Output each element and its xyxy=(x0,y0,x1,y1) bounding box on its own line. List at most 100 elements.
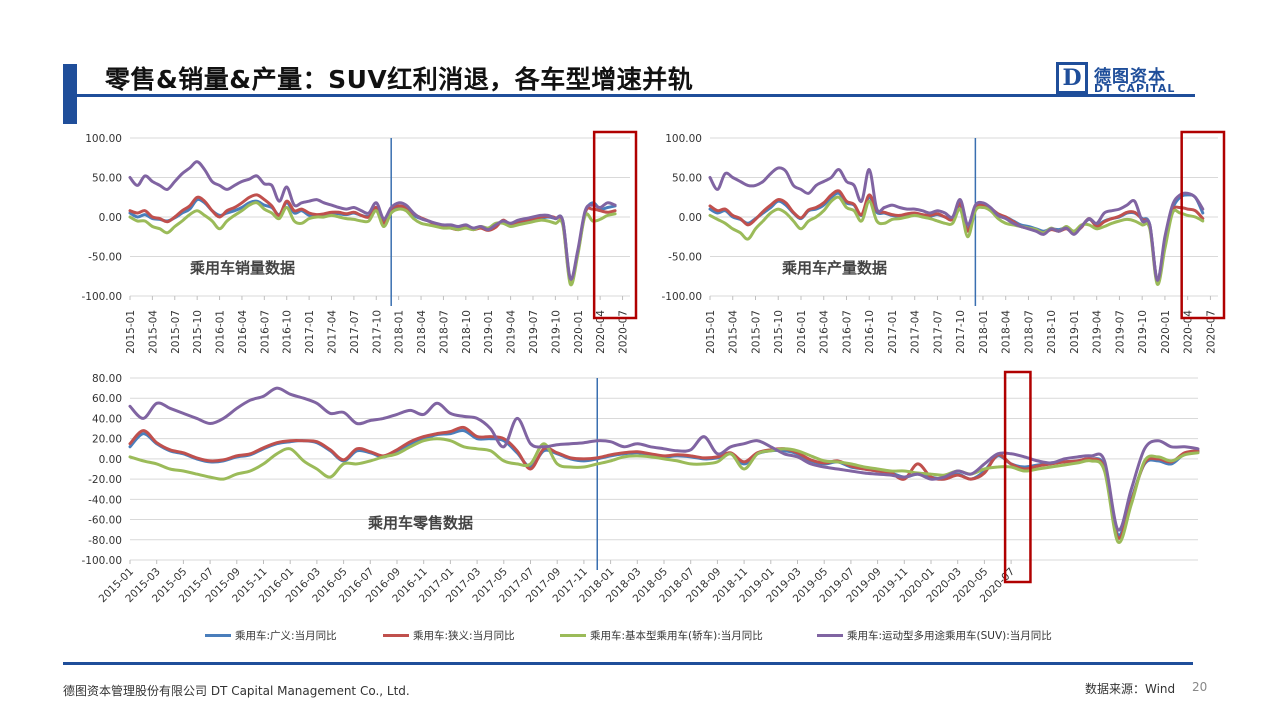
x-tick-label: 2019-07 xyxy=(1114,310,1126,354)
company-logo: D 德图资本 DT CAPITAL xyxy=(1056,62,1196,96)
x-tick-label: 2017-01 xyxy=(304,310,316,354)
legend-swatch-narrow xyxy=(383,634,409,637)
y-tick-label: 80.00 xyxy=(92,373,122,385)
series-line-suv xyxy=(708,166,1205,282)
x-tick-label: 2015-04 xyxy=(728,310,740,354)
x-tick-label: 2018-10 xyxy=(461,310,473,354)
x-tick-label: 2017-10 xyxy=(955,310,967,354)
legend-label-broad: 乘用车:广义:当月同比 xyxy=(235,630,337,642)
y-tick-label: -100.00 xyxy=(81,555,122,567)
legend-label-narrow: 乘用车:狭义:当月同比 xyxy=(413,630,515,642)
logo-mark: D xyxy=(1056,62,1088,94)
x-tick-label: 2019-10 xyxy=(1137,310,1149,354)
x-tick-label: 2019-01 xyxy=(483,310,495,354)
logo-text-cn: 德图资本 xyxy=(1094,67,1166,87)
x-tick-label: 2015-01 xyxy=(705,310,717,354)
highlight-box xyxy=(1003,370,1032,584)
chart-legend: 乘用车:广义:当月同比 乘用车:狭义:当月同比 乘用车:基本型乘用车(轿车):当… xyxy=(205,628,1105,642)
y-tick-label: 100.00 xyxy=(85,133,122,145)
x-tick-label: 2016-01 xyxy=(796,310,808,354)
x-tick-label: 2018-04 xyxy=(1001,310,1013,354)
x-tick-label: 2015-07 xyxy=(170,310,182,354)
x-tick-label: 2017-10 xyxy=(371,310,383,354)
y-tick-label: 40.00 xyxy=(92,413,122,425)
x-tick-label: 2018-01 xyxy=(394,310,406,354)
x-tick-label: 2020-07 xyxy=(618,310,630,354)
x-tick-label: 2015-01 xyxy=(125,310,137,354)
x-tick-label: 2017-07 xyxy=(349,310,361,354)
y-tick-label: 50.00 xyxy=(672,173,702,185)
x-tick-label: 2018-04 xyxy=(416,310,428,354)
series-line-narrow xyxy=(128,193,617,284)
y-tick-label: -20.00 xyxy=(88,474,122,486)
y-tick-label: -60.00 xyxy=(88,515,122,527)
x-tick-label: 2019-01 xyxy=(1069,310,1081,354)
y-tick-label: 100.00 xyxy=(665,133,702,145)
legend-label-sedan: 乘用车:基本型乘用车(轿车):当月同比 xyxy=(590,630,763,642)
x-tick-label: 2020-04 xyxy=(1183,310,1195,354)
x-tick-label: 2018-07 xyxy=(438,310,450,354)
title-rule xyxy=(77,94,1195,97)
x-tick-label: 2016-10 xyxy=(864,310,876,354)
x-tick-label: 2017-04 xyxy=(326,310,338,354)
x-tick-label: 2020-07 xyxy=(1205,310,1217,354)
series-line-narrow xyxy=(128,425,1200,540)
logo-text-en: DT CAPITAL xyxy=(1094,82,1176,95)
y-tick-label: -50.00 xyxy=(668,252,702,264)
y-tick-label: 0.00 xyxy=(99,454,122,466)
x-tick-label: 2016-04 xyxy=(819,310,831,354)
footer-rule xyxy=(63,662,1193,665)
y-tick-label: 60.00 xyxy=(92,393,122,405)
x-tick-label: 2019-04 xyxy=(506,310,518,354)
retail-chart: 80.00 60.00 40.00 20.00 0.00 -20.00 -40.00 -60.… xyxy=(81,370,1200,605)
x-tick-label: 2016-10 xyxy=(282,310,294,354)
page-title: 零售&销量&产量：SUV红利消退，各车型增速并轨 xyxy=(105,65,694,94)
x-tick-label: 2016-01 xyxy=(215,310,227,354)
x-tick-label: 2020-01 xyxy=(573,310,585,354)
y-tick-label: -100.00 xyxy=(81,291,122,303)
x-tick-label: 2017-01 xyxy=(887,310,899,354)
x-tick-label: 2019-04 xyxy=(1092,310,1104,354)
x-tick-label: 2015-10 xyxy=(773,310,785,354)
y-tick-label: 20.00 xyxy=(92,434,122,446)
x-tick-label: 2018-07 xyxy=(1023,310,1035,354)
title-accent-bar xyxy=(63,64,77,124)
legend-swatch-sedan xyxy=(560,634,586,637)
x-tick-label: 2015-07 xyxy=(750,310,762,354)
series-line-sedan xyxy=(128,201,617,287)
series-line-sedan xyxy=(128,437,1200,544)
y-tick-label: 0.00 xyxy=(679,212,702,224)
highlight-box xyxy=(1180,130,1226,320)
y-tick-label: -100.00 xyxy=(661,291,702,303)
chart-annotation: 乘用车产量数据 xyxy=(781,259,887,277)
series-line-sedan xyxy=(708,195,1205,286)
page-number: 20 xyxy=(1192,680,1208,694)
y-tick-label: -80.00 xyxy=(88,535,122,547)
legend-swatch-suv xyxy=(817,634,843,637)
x-tick-label: 2016-07 xyxy=(841,310,853,354)
x-tick-label: 2015-10 xyxy=(192,310,204,354)
series-line-suv xyxy=(128,386,1200,532)
legend-label-suv: 乘用车:运动型多用途乘用车(SUV):当月同比 xyxy=(847,630,1052,642)
x-tick-label: 2017-07 xyxy=(932,310,944,354)
x-tick-label: 2016-07 xyxy=(259,310,271,354)
footer-company: 德图资本管理股份有限公司 DT Capital Management Co., … xyxy=(63,684,410,698)
y-tick-label: 50.00 xyxy=(92,173,122,185)
series-line-suv xyxy=(128,160,617,281)
footer-source: 数据来源：Wind xyxy=(1085,682,1176,696)
x-tick-label: 2018-10 xyxy=(1046,310,1058,354)
y-tick-label: -40.00 xyxy=(88,494,122,506)
legend-swatch-broad xyxy=(205,634,231,637)
x-tick-label: 2018-01 xyxy=(978,310,990,354)
x-tick-label: 2020-04 xyxy=(595,310,607,354)
x-tick-label: 2020-01 xyxy=(1160,310,1172,354)
x-tick-label: 2019-10 xyxy=(550,310,562,354)
chart-annotation: 乘用车零售数据 xyxy=(367,514,473,532)
x-tick-label: 2015-04 xyxy=(147,310,159,354)
y-tick-label: 0.00 xyxy=(99,212,122,224)
x-tick-label: 2019-07 xyxy=(528,310,540,354)
y-tick-label: -50.00 xyxy=(88,252,122,264)
x-tick-label: 2017-04 xyxy=(910,310,922,354)
